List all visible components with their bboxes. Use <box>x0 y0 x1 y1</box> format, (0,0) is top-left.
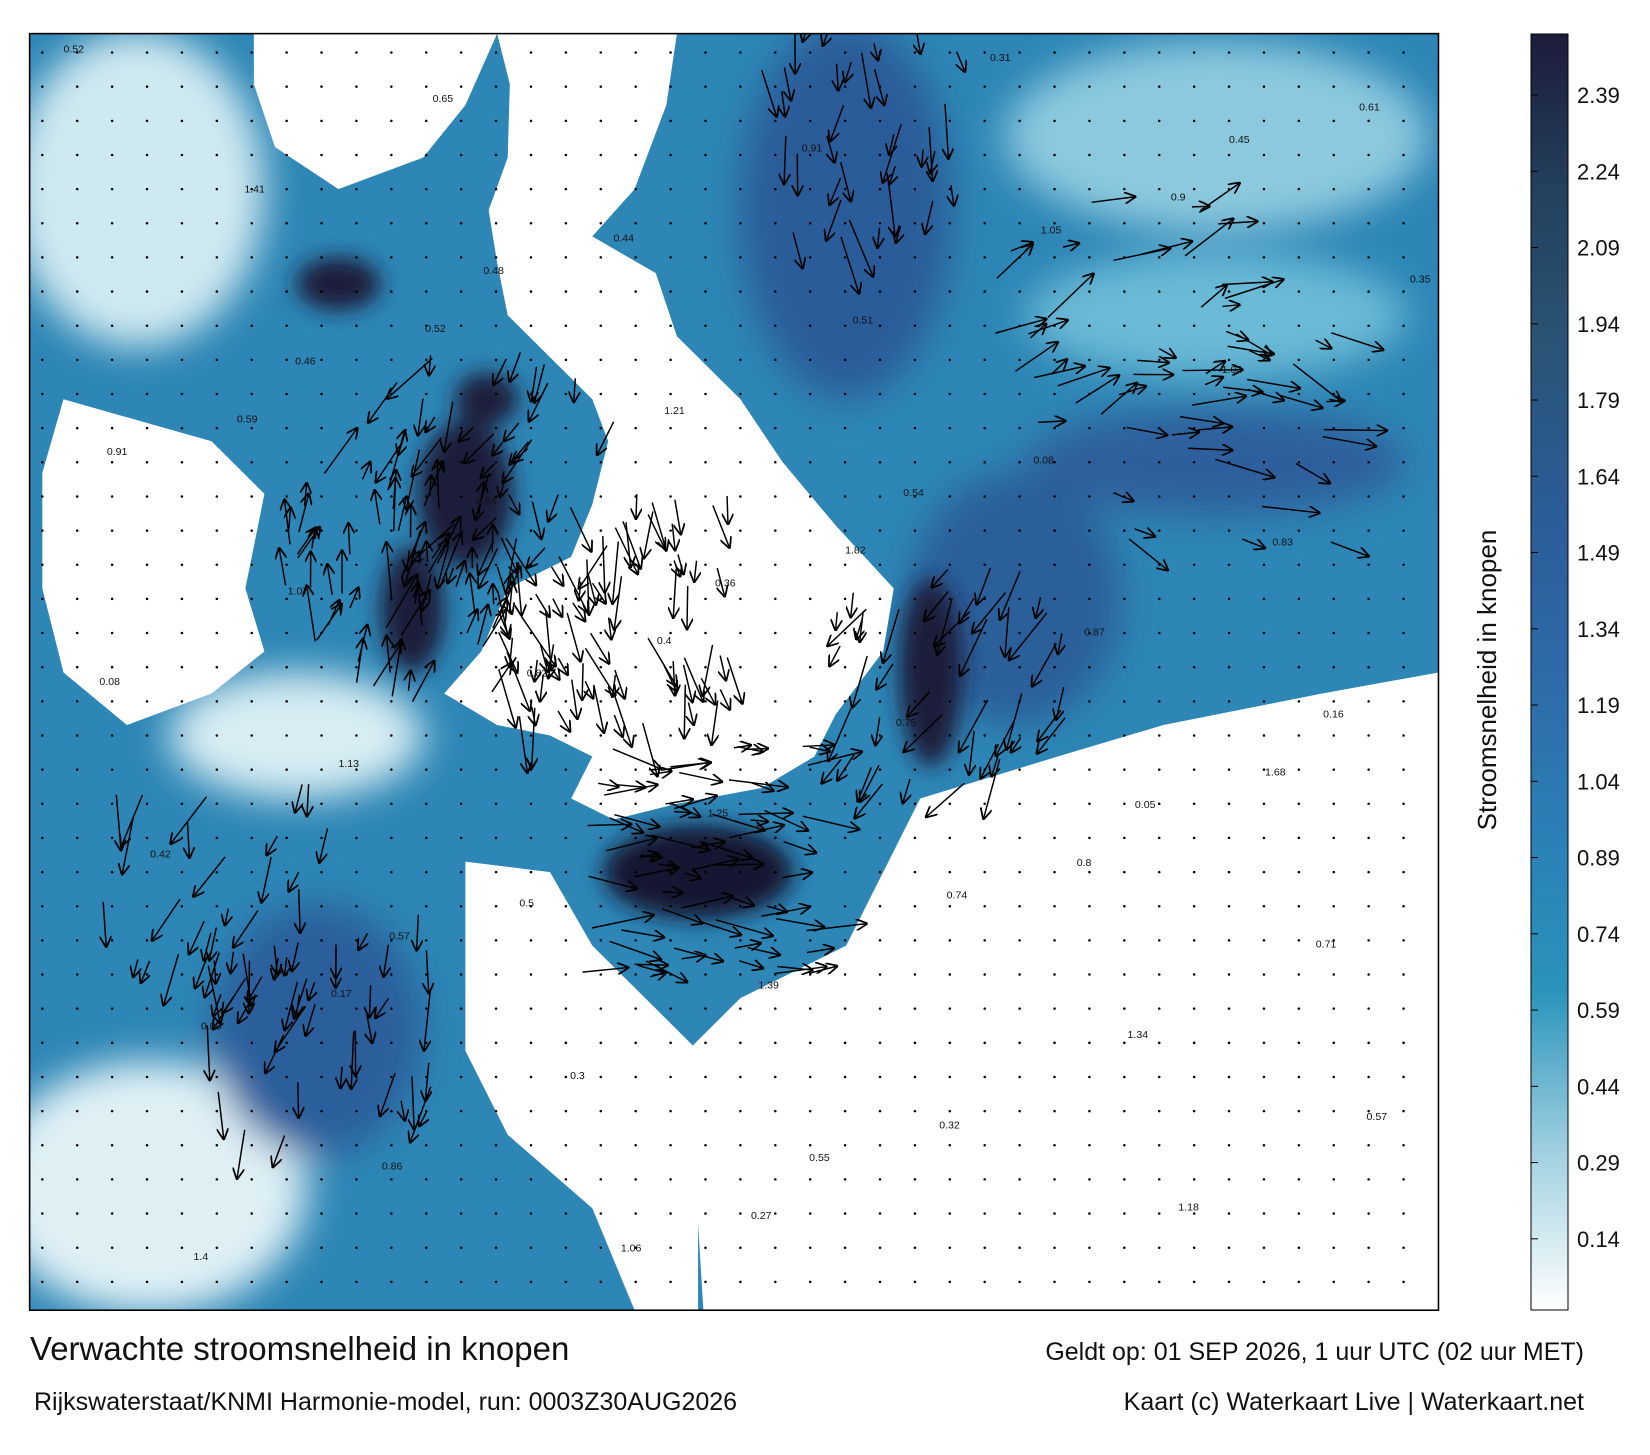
current-arrow <box>493 584 494 604</box>
speed-label: 0.71 <box>1316 939 1337 951</box>
speed-label: 1.68 <box>1265 766 1286 778</box>
speed-label: 0.74 <box>947 889 968 901</box>
current-arrow <box>298 1082 299 1117</box>
speed-label: 0.57 <box>389 930 410 942</box>
speed-label: 0.16 <box>1323 709 1344 721</box>
current-arrow <box>727 496 728 524</box>
current-arrow <box>249 961 250 1013</box>
speed-label: 1.41 <box>244 183 265 195</box>
speed-label: 0.61 <box>1359 101 1380 113</box>
current-arrow <box>711 864 763 865</box>
speed-label: 0.51 <box>853 315 874 327</box>
colorbar-scale <box>1531 34 1568 1310</box>
speed-label: 0.05 <box>1135 799 1156 811</box>
speed-label: 0.64 <box>476 495 497 507</box>
speed-label: 0.46 <box>295 356 316 368</box>
speed-label: 1.82 <box>845 545 866 557</box>
speed-label: 1.4 <box>194 1251 209 1263</box>
current-arrow <box>492 525 493 552</box>
colorbar-tick-label: 2.24 <box>1577 159 1620 184</box>
speed-label: 0.57 <box>1367 1111 1388 1123</box>
speed-label: 1.34 <box>1128 1029 1149 1041</box>
colorbar-tick-label: 1.64 <box>1577 464 1620 489</box>
speed-label: 1.21 <box>664 405 685 417</box>
speed-label: 0.08 <box>1033 454 1054 466</box>
speed-label: 1.03 <box>1222 364 1243 376</box>
map: 0.52 0.48 0.54 0.16 0.57 0.55 0.45 0.46 0.36 0.05… <box>0 15 1438 1314</box>
colorbar-tick-label: 0.74 <box>1577 922 1620 947</box>
speed-label: 0.83 <box>1272 536 1293 548</box>
speed-label: 0.82 <box>527 668 548 680</box>
current-arrow <box>1326 401 1344 402</box>
speed-label: 0.59 <box>237 413 258 425</box>
colorbar-tick-label: 1.19 <box>1577 693 1620 718</box>
speed-label: 0.32 <box>939 1119 960 1131</box>
speed-label: 1.05 <box>1041 224 1062 236</box>
speed-label: 0.9 <box>1171 192 1186 204</box>
colorbar-tick-label: 0.29 <box>1577 1151 1620 1176</box>
speed-label: 0.09 <box>201 1021 222 1033</box>
speed-label: 0.91 <box>802 142 823 154</box>
colorbar-tick-label: 2.09 <box>1577 236 1620 261</box>
current-arrow <box>1192 206 1209 207</box>
colorbar-tick-label: 0.44 <box>1577 1074 1620 1099</box>
speed-label: 0.4 <box>657 635 672 647</box>
colorbar-tick-label: 1.04 <box>1577 769 1620 794</box>
speed-label: 0.27 <box>751 1210 772 1222</box>
colorbar-label: Stroomsnelheid in knopen <box>1472 530 1502 831</box>
colorbar-tick-label: 1.94 <box>1577 312 1620 337</box>
speed-label: 0.31 <box>990 52 1011 64</box>
speed-label: 0.45 <box>1229 134 1250 146</box>
current-arrow <box>582 663 583 699</box>
speed-label: 1.25 <box>708 807 729 819</box>
speed-label: 0.48 <box>483 265 504 277</box>
speed-label: 0.75 <box>896 717 917 729</box>
speed-label: 0.87 <box>1084 627 1105 639</box>
colorbar-tick-label: 1.34 <box>1577 617 1620 642</box>
speed-label: 1.18 <box>1178 1201 1199 1213</box>
speed-label: 1.07 <box>288 586 309 598</box>
speed-label: 0.65 <box>433 93 454 105</box>
speed-label: 0.36 <box>715 577 736 589</box>
speed-label: 0.3 <box>570 1070 585 1082</box>
speed-label: 0.44 <box>613 233 634 245</box>
speed-label: 0.52 <box>425 323 446 335</box>
speed-label: 0.08 <box>99 676 120 688</box>
speed-label: 0.35 <box>1410 274 1431 286</box>
speed-label: 0.42 <box>150 848 171 860</box>
speed-label: 0.52 <box>63 44 84 56</box>
colorbar-tick-label: 0.59 <box>1577 998 1620 1023</box>
current-arrow <box>635 964 668 965</box>
speed-label: 1.13 <box>338 758 359 770</box>
current-arrow <box>1324 430 1387 431</box>
colorbar-tick-label: 1.49 <box>1577 541 1620 566</box>
speed-label: 0.86 <box>382 1160 403 1172</box>
speed-label: 1.06 <box>621 1242 642 1254</box>
current-arrow <box>636 494 637 518</box>
colorbar-tick-label: 2.39 <box>1577 83 1620 108</box>
colorbar-tick-label: 0.89 <box>1577 846 1620 871</box>
speed-label: 0.91 <box>107 446 128 458</box>
speed-label: 0.8 <box>1077 857 1092 869</box>
speed-label: 0.5 <box>519 898 534 910</box>
speed-label: 1.39 <box>758 980 779 992</box>
speed-label: 0.54 <box>903 487 924 499</box>
colorbar-tick-label: 1.79 <box>1577 388 1620 413</box>
speed-label: 0.55 <box>809 1152 830 1164</box>
title: Verwachte stroomsnelheid in knopen <box>30 1330 569 1367</box>
colorbar-tick-label: 0.14 <box>1577 1227 1620 1252</box>
current-arrow <box>687 586 688 629</box>
credit: Kaart (c) Waterkaart Live | Waterkaart.n… <box>1124 1388 1584 1416</box>
subtitle: Rijkswaterstaat/KNMI Harmonie-model, run… <box>34 1388 737 1416</box>
valid-time: Geldt op: 01 SEP 2026, 1 uur UTC (02 uur… <box>1045 1338 1584 1366</box>
speed-label: 0.17 <box>331 988 352 1000</box>
colorbar: 0.14 0.29 0.44 0.59 0.74 0.89 1.04 1.19 1.34 1.49… <box>1531 34 1620 1310</box>
